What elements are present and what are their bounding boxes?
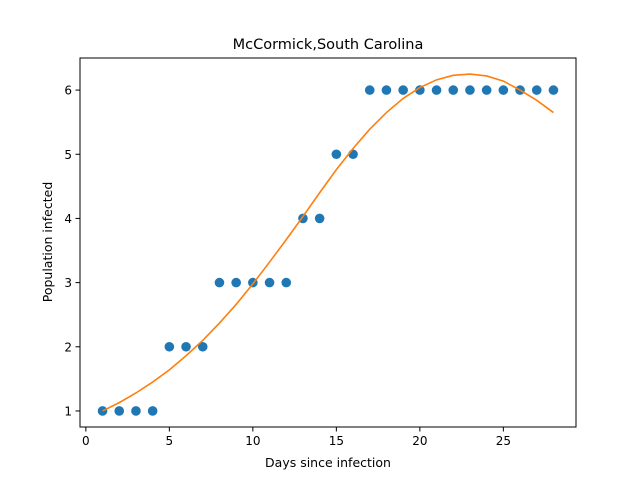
y-tick-label: 5: [64, 148, 72, 162]
scatter-point: [131, 406, 141, 416]
x-axis: 0 5 10 15 20 25: [82, 427, 511, 448]
scatter-point: [231, 277, 241, 288]
x-tick-label: 20: [412, 434, 427, 448]
scatter-point: [348, 149, 358, 160]
y-tick-label: 3: [64, 276, 72, 290]
y-tick-label: 4: [64, 212, 72, 226]
x-tick-label: 0: [82, 434, 90, 448]
x-tick-label: 25: [496, 434, 511, 448]
scatter-point: [548, 85, 559, 95]
axes-frame: [79, 57, 577, 428]
scatter-point: [415, 85, 425, 95]
scatter-point: [214, 277, 225, 288]
x-axis-label: Days since infection: [265, 455, 391, 470]
scatter-point: [264, 277, 275, 288]
scatter-point: [114, 406, 125, 416]
scatter-point: [465, 85, 475, 95]
scatter-point: [164, 341, 175, 352]
x-tick-label: 15: [329, 434, 344, 448]
scatter-point: [181, 341, 191, 352]
fit-line: [102, 73, 554, 412]
y-axis-label: Population infected: [40, 182, 55, 303]
y-tick-label: 6: [64, 84, 72, 98]
scatter-point: [481, 85, 492, 95]
x-tick-label: 10: [245, 434, 260, 448]
scatter-point: [498, 85, 509, 95]
scatter-point: [448, 85, 459, 95]
y-tick-label: 2: [64, 340, 72, 354]
scatter-point: [281, 277, 292, 288]
y-tick-label: 1: [64, 404, 72, 418]
scatter-point: [431, 85, 442, 95]
scatter-point: [364, 85, 375, 95]
chart-title: McCormick,South Carolina: [233, 37, 424, 53]
scatter-point: [147, 406, 158, 416]
scatter-point: [97, 406, 108, 416]
scatter-point: [331, 149, 342, 160]
scatter-point: [381, 85, 392, 95]
plot-area: [97, 73, 559, 416]
scatter-point: [197, 341, 208, 352]
y-axis: 1 2 3 4 5 6: [64, 84, 80, 418]
scatter-point: [314, 213, 325, 224]
scatter-point: [531, 85, 542, 95]
x-tick-label: 5: [166, 434, 174, 448]
scatter-point: [398, 85, 408, 95]
